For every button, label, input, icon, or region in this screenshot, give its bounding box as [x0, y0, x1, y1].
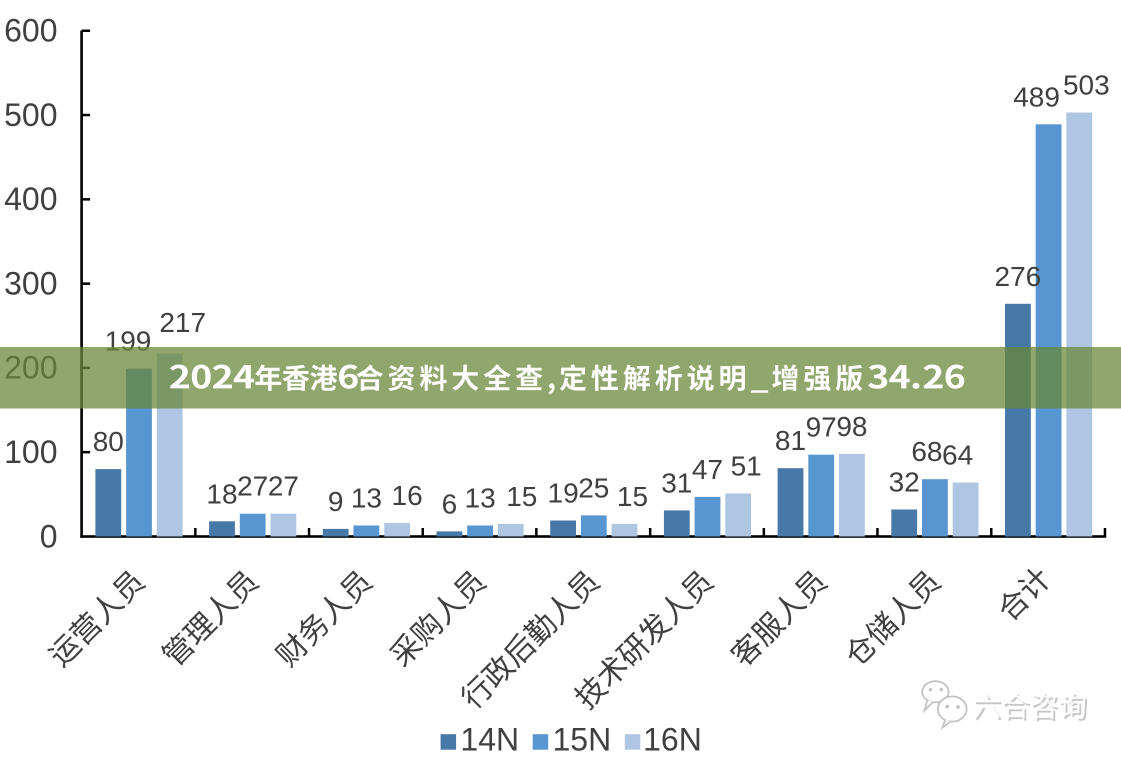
- svg-text:276: 276: [995, 261, 1042, 292]
- svg-text:13: 13: [465, 483, 496, 514]
- svg-text:503: 503: [1063, 70, 1110, 101]
- svg-text:19: 19: [548, 478, 579, 509]
- svg-text:600: 600: [4, 13, 57, 49]
- svg-text:9: 9: [328, 486, 344, 517]
- svg-text:80: 80: [93, 426, 124, 457]
- svg-text:31: 31: [661, 467, 692, 498]
- svg-text:18: 18: [206, 478, 237, 509]
- svg-text:27: 27: [237, 471, 268, 502]
- svg-text:16N: 16N: [643, 722, 702, 757]
- svg-text:98: 98: [836, 411, 867, 442]
- svg-text:47: 47: [692, 454, 723, 485]
- svg-text:15: 15: [506, 481, 537, 512]
- svg-text:6: 6: [442, 488, 458, 519]
- svg-text:14N: 14N: [460, 722, 519, 757]
- svg-text:25: 25: [578, 472, 609, 503]
- svg-text:32: 32: [889, 467, 920, 498]
- svg-text:64: 64: [942, 440, 973, 471]
- svg-text:217: 217: [159, 307, 206, 338]
- svg-text:100: 100: [4, 434, 57, 470]
- svg-text:500: 500: [4, 97, 57, 133]
- svg-text:300: 300: [4, 265, 57, 301]
- svg-text:400: 400: [4, 181, 57, 217]
- svg-text:15: 15: [617, 481, 648, 512]
- svg-text:15N: 15N: [553, 722, 612, 757]
- svg-text:13: 13: [351, 483, 382, 514]
- svg-text:27: 27: [268, 471, 299, 502]
- svg-text:97: 97: [806, 412, 837, 443]
- svg-text:489: 489: [1013, 81, 1060, 112]
- svg-text:16: 16: [392, 480, 423, 511]
- svg-text:51: 51: [731, 451, 762, 482]
- svg-text:0: 0: [40, 518, 58, 554]
- svg-text:68: 68: [911, 436, 942, 467]
- svg-text:81: 81: [775, 425, 806, 456]
